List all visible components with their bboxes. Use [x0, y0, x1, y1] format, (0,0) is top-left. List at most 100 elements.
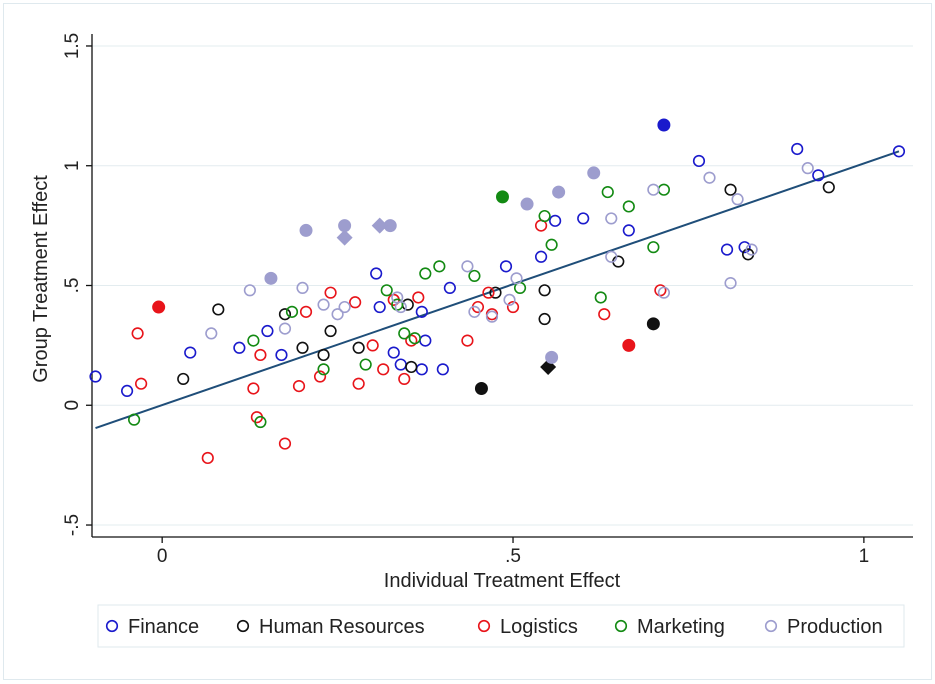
point-finance	[120, 384, 134, 397]
point-finance	[622, 224, 635, 237]
point-marketing	[128, 413, 141, 426]
point-finance	[812, 169, 825, 182]
point-production	[510, 272, 523, 285]
point-logistics	[131, 327, 144, 340]
filled-point-finance	[657, 118, 671, 132]
point-marketing	[254, 415, 267, 429]
point-human-resources	[352, 341, 365, 354]
point-finance	[499, 260, 513, 273]
point-marketing	[647, 241, 660, 254]
filled-point-human-resources	[474, 381, 488, 395]
x-tick-label: .5	[505, 546, 521, 567]
filled-point-logistics	[622, 338, 636, 352]
point-logistics	[461, 334, 474, 347]
point-marketing	[545, 238, 558, 251]
point-logistics	[135, 377, 148, 390]
point-marketing	[285, 305, 299, 318]
point-logistics	[482, 286, 495, 299]
point-production	[205, 327, 218, 340]
point-production	[338, 300, 351, 314]
point-finance	[443, 281, 456, 294]
diamond-point-production	[336, 229, 353, 246]
filled-point-production	[520, 197, 534, 211]
point-logistics	[349, 296, 362, 309]
legend-box	[97, 604, 905, 648]
grid-lines	[92, 45, 913, 526]
point-production	[331, 308, 344, 321]
point-logistics	[377, 363, 390, 376]
point-human-resources	[489, 286, 502, 299]
filled-point-production	[264, 271, 278, 285]
point-human-resources	[538, 312, 551, 326]
point-production	[296, 281, 309, 294]
point-marketing	[359, 358, 372, 371]
point-marketing	[380, 284, 393, 297]
point-human-resources	[822, 181, 835, 194]
point-human-resources	[317, 348, 330, 362]
point-production	[745, 243, 758, 256]
filled-point-logistics	[152, 300, 166, 314]
point-logistics	[278, 437, 292, 450]
point-finance	[419, 334, 432, 347]
point-logistics	[654, 284, 667, 297]
y-tick-label: .5	[62, 278, 83, 294]
point-finance	[415, 305, 428, 318]
point-marketing	[601, 185, 614, 199]
point-production	[801, 162, 814, 175]
point-logistics	[247, 382, 260, 395]
legend: Finance Human Resources Logistics Marketing…	[97, 604, 905, 648]
point-human-resources	[538, 284, 551, 297]
data-points	[89, 118, 906, 465]
filled-point-production	[587, 166, 601, 180]
point-human-resources	[278, 308, 292, 321]
point-production	[278, 322, 292, 335]
point-production	[394, 300, 407, 314]
filled-point-production	[545, 350, 559, 364]
legend-marker-production	[764, 619, 778, 633]
point-production	[605, 212, 618, 225]
legend-label-logistics: Logistics	[500, 616, 578, 638]
legend-marker-marketing	[614, 619, 628, 633]
point-logistics	[324, 286, 337, 299]
point-marketing	[317, 363, 330, 376]
point-finance	[415, 363, 428, 376]
filled-point-marketing	[496, 190, 509, 204]
point-marketing	[594, 291, 607, 304]
point-production	[605, 250, 618, 263]
fit-line	[95, 150, 900, 429]
point-logistics	[398, 372, 411, 386]
point-production	[731, 193, 744, 206]
point-logistics	[299, 305, 313, 318]
legend-marker-logistics	[477, 619, 491, 633]
tick-marks: -.5 0 .5 1 1.5 0 .5 1	[62, 33, 869, 567]
point-finance	[394, 358, 407, 371]
legend-label-human-resources: Human Resources	[259, 616, 425, 638]
point-finance	[184, 346, 197, 359]
y-tick-label: 1	[62, 160, 83, 171]
point-logistics	[506, 300, 520, 314]
point-marketing	[622, 200, 635, 213]
filled-point-production	[552, 185, 566, 199]
scatter-chart: -.5 0 .5 1 1.5 0 .5 1 Individual Treatment Effe…	[30, 33, 913, 648]
point-human-resources	[724, 183, 737, 196]
legend-label-marketing: Marketing	[637, 616, 725, 638]
point-marketing	[433, 260, 446, 273]
point-production	[657, 286, 670, 299]
point-marketing	[408, 332, 421, 345]
legend-label-production: Production	[787, 616, 883, 638]
point-production	[503, 293, 516, 306]
point-logistics	[366, 339, 379, 352]
point-human-resources	[177, 372, 190, 386]
y-tick-label: 0	[62, 400, 83, 411]
point-finance	[387, 346, 400, 359]
point-logistics	[292, 380, 306, 393]
y-axis-title: Group Treatment Effect	[30, 175, 52, 383]
filled-point-human-resources	[646, 317, 660, 331]
point-finance	[89, 370, 102, 383]
point-logistics	[201, 451, 214, 465]
point-finance	[577, 212, 590, 225]
point-production	[243, 284, 256, 297]
point-production	[703, 171, 716, 184]
point-logistics	[485, 308, 499, 321]
point-marketing	[468, 269, 481, 283]
